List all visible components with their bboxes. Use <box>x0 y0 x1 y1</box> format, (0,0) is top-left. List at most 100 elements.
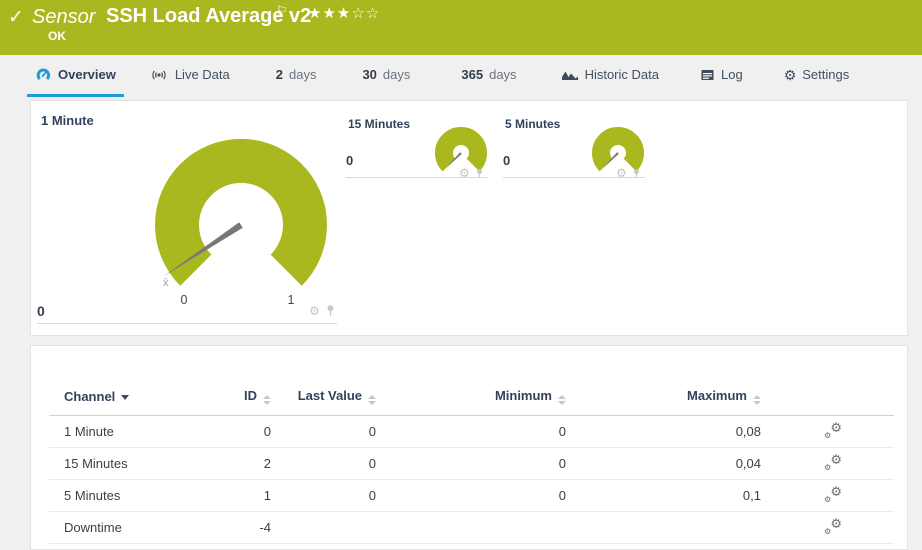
pin-icon[interactable] <box>632 168 641 179</box>
channel-settings-cell: ⚙ ⚙ <box>761 415 894 448</box>
tab-log[interactable]: Log <box>692 55 751 97</box>
column-header-settings <box>761 388 894 416</box>
gauge-scale-max: 1 <box>287 293 295 307</box>
column-header-maximum[interactable]: Maximum <box>566 388 761 416</box>
table-row-downtime[interactable]: Downtime -4 ⚙ ⚙ <box>49 511 894 544</box>
sort-icon <box>368 395 376 405</box>
gear-icon[interactable]: ⚙ <box>616 166 627 180</box>
sort-desc-icon <box>121 395 130 400</box>
gauge-current-value: 0 <box>346 153 354 168</box>
sensor-header-bar: ✓ Sensor SSH Load Average v2 ⚐ ★★★☆☆ OK <box>0 0 922 55</box>
gauge-widget-actions: ⚙ <box>459 167 484 179</box>
channel-maximum: 0,1 <box>566 479 761 512</box>
channel-maximum: 0,08 <box>566 415 761 448</box>
table-row-15-minutes[interactable]: 15 Minutes 2 0 0 0,04 ⚙ ⚙ <box>49 447 894 480</box>
channel-name: 5 Minutes <box>49 479 231 512</box>
tab-overview[interactable]: Overview <box>27 55 124 97</box>
gauge-current-value: 0 <box>503 153 511 168</box>
sort-icon <box>263 395 271 405</box>
tab-label: Live Data <box>174 67 230 82</box>
stars-empty: ☆☆ <box>351 5 381 22</box>
tab-bar: Overview Live Data 2 days 30 days 365 days … <box>0 55 922 97</box>
tab-unit: days <box>489 67 517 82</box>
gauge-title: 1 Minute <box>41 113 94 128</box>
gauge-arc <box>155 138 327 286</box>
log-icon <box>701 69 714 80</box>
channel-minimum <box>376 511 566 544</box>
channel-name: 15 Minutes <box>49 447 231 480</box>
channel-settings-cell: ⚙ ⚙ <box>761 479 894 512</box>
channel-last-value: 0 <box>271 415 376 448</box>
channel-settings-icon[interactable]: ⚙ ⚙ <box>824 516 842 536</box>
tab-365-days[interactable]: 365 days <box>453 55 524 97</box>
channel-minimum: 0 <box>376 447 566 480</box>
channel-settings-icon[interactable]: ⚙ ⚙ <box>824 420 842 440</box>
channels-table: Channel ID Last Value Minimum Maximum 1 … <box>49 388 894 544</box>
sort-icon <box>753 395 761 405</box>
stars-filled: ★★★ <box>308 5 352 22</box>
channel-last-value <box>271 511 376 544</box>
channel-settings-icon[interactable]: ⚙ ⚙ <box>824 484 842 504</box>
gear-icon[interactable]: ⚙ <box>309 303 320 318</box>
sensor-status-badge: OK <box>48 29 66 43</box>
column-header-last-value[interactable]: Last Value <box>271 388 376 416</box>
gauge-title: 15 Minutes <box>348 117 411 131</box>
tab-label: Log <box>720 67 743 82</box>
tab-number: 2 <box>275 67 283 82</box>
tab-label: Historic Data <box>584 67 659 82</box>
channel-last-value: 0 <box>271 479 376 512</box>
sensor-kind-label: Sensor <box>32 6 96 28</box>
priority-stars[interactable]: ★★★☆☆ <box>308 4 380 22</box>
channel-name: Downtime <box>49 511 231 544</box>
tab-label: Overview <box>58 67 116 82</box>
tab-number: 30 <box>362 67 377 82</box>
tab-live-data[interactable]: Live Data <box>141 55 238 97</box>
tab-unit: days <box>382 67 411 82</box>
table-header-row: Channel ID Last Value Minimum Maximum <box>49 388 894 416</box>
table-row-1-minute[interactable]: 1 Minute 0 0 0 0,08 ⚙ ⚙ <box>49 415 894 448</box>
channel-settings-cell: ⚙ ⚙ <box>761 447 894 480</box>
column-header-channel[interactable]: Channel <box>49 388 231 416</box>
gauge-title: 5 Minutes <box>505 117 561 131</box>
gauges-panel: 1 Minute x̄ 0 1 0 ⚙ 15 Minutes 0 ⚙ <box>30 100 908 336</box>
tab-number: 365 <box>461 67 484 82</box>
gauge-needle <box>445 152 462 169</box>
gauge-average-marker: x̄ <box>163 277 169 289</box>
tab-2-days[interactable]: 2 days <box>268 55 325 97</box>
gauge-icon <box>36 68 51 80</box>
channel-minimum: 0 <box>376 479 566 512</box>
channel-id: 1 <box>231 479 271 512</box>
channel-settings-icon[interactable]: ⚙ ⚙ <box>824 452 842 472</box>
gauge-needle <box>602 152 619 169</box>
live-data-icon <box>152 69 166 80</box>
channel-id: -4 <box>231 511 271 544</box>
channel-id: 2 <box>231 447 271 480</box>
historic-data-icon <box>561 71 578 80</box>
channel-settings-cell: ⚙ ⚙ <box>761 511 894 544</box>
channels-panel: Channel ID Last Value Minimum Maximum 1 … <box>30 345 908 550</box>
tab-settings[interactable]: ⚙ Settings <box>776 55 858 97</box>
sensor-title: SSH Load Average v2 <box>106 5 312 27</box>
tab-30-days[interactable]: 30 days <box>354 55 418 97</box>
gauge-arc <box>435 127 487 172</box>
channel-maximum <box>566 511 761 544</box>
pin-icon[interactable] <box>325 304 336 317</box>
channel-maximum: 0,04 <box>566 447 761 480</box>
priority-flag-icon[interactable]: ⚐ <box>276 3 288 18</box>
column-header-minimum[interactable]: Minimum <box>376 388 566 416</box>
gauge-scale-min: 0 <box>180 293 188 307</box>
gauge-current-value: 0 <box>37 303 45 319</box>
column-header-id[interactable]: ID <box>231 388 271 416</box>
widget-divider <box>346 177 488 178</box>
gear-icon[interactable]: ⚙ <box>459 166 470 180</box>
gauge-widget-actions: ⚙ <box>616 167 641 179</box>
channel-last-value: 0 <box>271 447 376 480</box>
tab-historic-data[interactable]: Historic Data <box>553 55 667 97</box>
pin-icon[interactable] <box>475 168 484 179</box>
status-check-icon: ✓ <box>8 7 24 28</box>
widget-divider <box>503 177 645 178</box>
table-row-5-minutes[interactable]: 5 Minutes 1 0 0 0,1 ⚙ ⚙ <box>49 479 894 512</box>
settings-gear-icon: ⚙ <box>783 66 797 83</box>
channel-name: 1 Minute <box>49 415 231 448</box>
tab-unit: days <box>288 67 317 82</box>
